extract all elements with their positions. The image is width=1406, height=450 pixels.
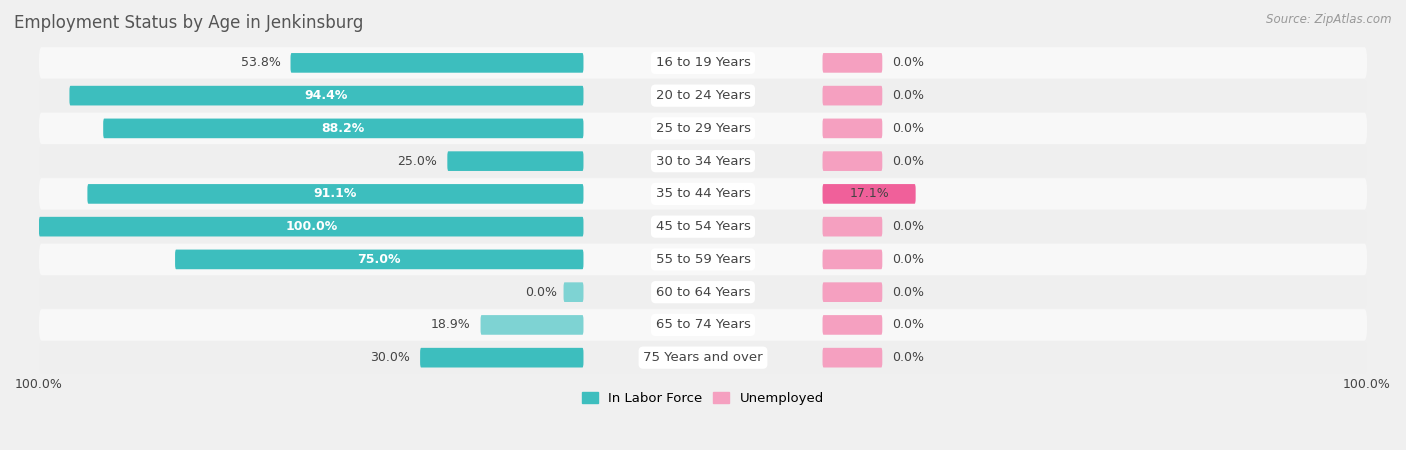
FancyBboxPatch shape: [103, 118, 583, 138]
FancyBboxPatch shape: [823, 315, 883, 335]
Text: 0.0%: 0.0%: [524, 286, 557, 299]
FancyBboxPatch shape: [823, 282, 883, 302]
FancyBboxPatch shape: [39, 276, 1367, 308]
Text: 0.0%: 0.0%: [893, 220, 924, 233]
Text: 75 Years and over: 75 Years and over: [643, 351, 763, 364]
FancyBboxPatch shape: [39, 342, 1367, 374]
FancyBboxPatch shape: [39, 217, 583, 237]
Text: 35 to 44 Years: 35 to 44 Years: [655, 187, 751, 200]
Text: 0.0%: 0.0%: [893, 253, 924, 266]
FancyBboxPatch shape: [39, 211, 1367, 243]
FancyBboxPatch shape: [823, 53, 883, 73]
FancyBboxPatch shape: [39, 145, 1367, 177]
Text: 53.8%: 53.8%: [240, 56, 281, 69]
Text: 88.2%: 88.2%: [322, 122, 366, 135]
FancyBboxPatch shape: [39, 309, 1367, 341]
Text: 16 to 19 Years: 16 to 19 Years: [655, 56, 751, 69]
FancyBboxPatch shape: [39, 112, 1367, 144]
FancyBboxPatch shape: [823, 250, 883, 269]
Text: 45 to 54 Years: 45 to 54 Years: [655, 220, 751, 233]
FancyBboxPatch shape: [39, 47, 1367, 79]
FancyBboxPatch shape: [564, 282, 583, 302]
Text: 17.1%: 17.1%: [849, 187, 889, 200]
Text: 0.0%: 0.0%: [893, 56, 924, 69]
FancyBboxPatch shape: [87, 184, 583, 204]
Legend: In Labor Force, Unemployed: In Labor Force, Unemployed: [576, 387, 830, 410]
FancyBboxPatch shape: [176, 250, 583, 269]
Text: 0.0%: 0.0%: [893, 155, 924, 168]
Text: Employment Status by Age in Jenkinsburg: Employment Status by Age in Jenkinsburg: [14, 14, 363, 32]
Text: 0.0%: 0.0%: [893, 319, 924, 331]
Text: 25.0%: 25.0%: [398, 155, 437, 168]
FancyBboxPatch shape: [823, 151, 883, 171]
Text: 0.0%: 0.0%: [893, 286, 924, 299]
Text: 30.0%: 30.0%: [370, 351, 411, 364]
FancyBboxPatch shape: [69, 86, 583, 105]
FancyBboxPatch shape: [823, 184, 915, 204]
FancyBboxPatch shape: [39, 80, 1367, 111]
Text: 0.0%: 0.0%: [893, 122, 924, 135]
FancyBboxPatch shape: [291, 53, 583, 73]
Text: 65 to 74 Years: 65 to 74 Years: [655, 319, 751, 331]
Text: 20 to 24 Years: 20 to 24 Years: [655, 89, 751, 102]
FancyBboxPatch shape: [420, 348, 583, 368]
Text: 0.0%: 0.0%: [893, 89, 924, 102]
FancyBboxPatch shape: [39, 178, 1367, 210]
Text: 55 to 59 Years: 55 to 59 Years: [655, 253, 751, 266]
FancyBboxPatch shape: [823, 118, 883, 138]
FancyBboxPatch shape: [823, 86, 883, 105]
Text: Source: ZipAtlas.com: Source: ZipAtlas.com: [1267, 14, 1392, 27]
FancyBboxPatch shape: [39, 244, 1367, 275]
Text: 91.1%: 91.1%: [314, 187, 357, 200]
Text: 100.0%: 100.0%: [285, 220, 337, 233]
Text: 25 to 29 Years: 25 to 29 Years: [655, 122, 751, 135]
Text: 0.0%: 0.0%: [893, 351, 924, 364]
FancyBboxPatch shape: [823, 348, 883, 368]
Text: 18.9%: 18.9%: [430, 319, 471, 331]
FancyBboxPatch shape: [447, 151, 583, 171]
FancyBboxPatch shape: [481, 315, 583, 335]
Text: 30 to 34 Years: 30 to 34 Years: [655, 155, 751, 168]
Text: 94.4%: 94.4%: [305, 89, 349, 102]
FancyBboxPatch shape: [823, 217, 883, 237]
Text: 60 to 64 Years: 60 to 64 Years: [655, 286, 751, 299]
Text: 75.0%: 75.0%: [357, 253, 401, 266]
